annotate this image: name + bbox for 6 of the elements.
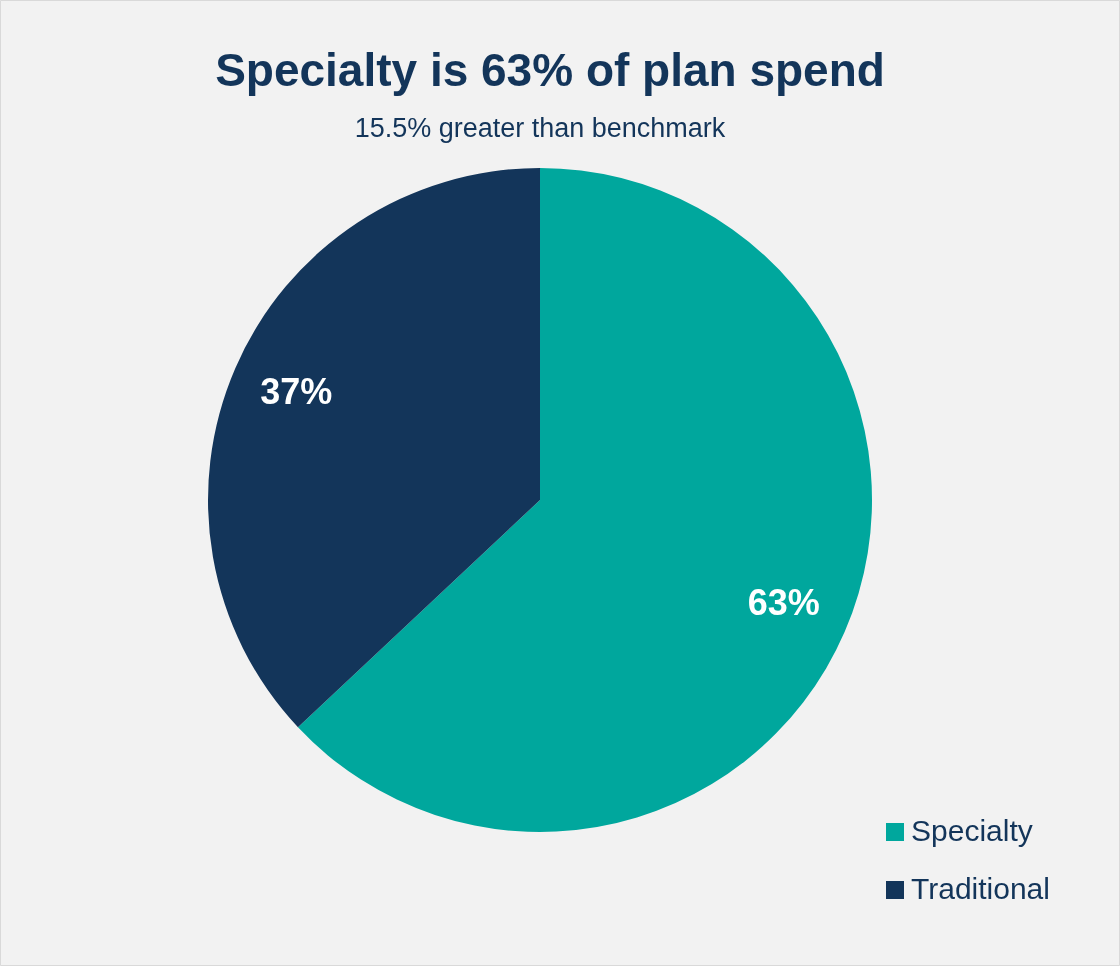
data-label: 63%	[747, 582, 820, 624]
data-label: 37%	[260, 371, 333, 413]
chart-subtitle: 15.5% greater than benchmark	[354, 113, 726, 144]
legend-label: Specialty	[911, 814, 1033, 848]
chart-title: Specialty is 63% of plan spend	[215, 43, 885, 96]
legend-label: Traditional	[911, 872, 1050, 906]
